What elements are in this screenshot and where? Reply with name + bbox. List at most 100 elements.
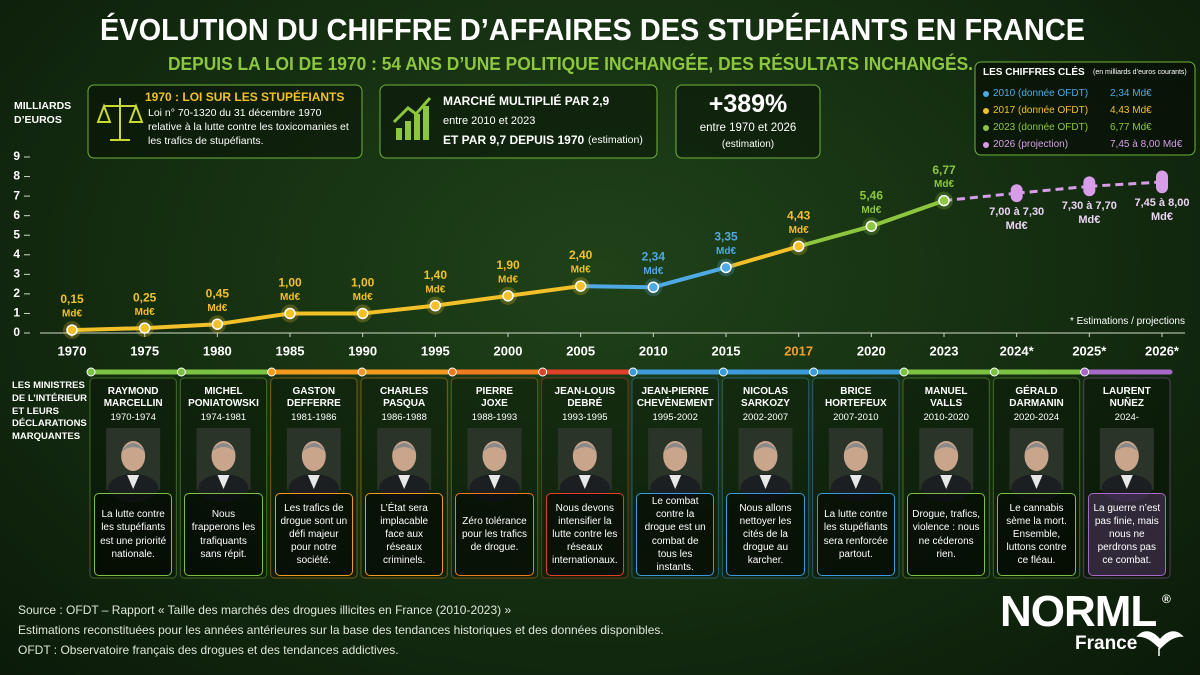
point	[938, 194, 950, 207]
minister-last-name: NUÑEZ	[1109, 398, 1145, 409]
point	[865, 220, 878, 232]
timeline-dot	[176, 367, 186, 377]
portrait-shirt	[307, 475, 320, 489]
growth-panel	[675, 84, 821, 159]
logo-leaf	[1136, 631, 1184, 656]
minister-last-name: PONIATOWSKI	[188, 398, 259, 409]
y-tick-label: 0	[13, 325, 20, 339]
minister-last-name: CHEVÈNEMENT	[636, 398, 714, 409]
minister-quote: Les trafics de drogue sont un défi majeu…	[274, 493, 353, 576]
portrait-hair	[121, 443, 146, 452]
y-tick-label: 4	[13, 247, 20, 261]
y-axis-label: MILLIARDS D’EUROS	[14, 100, 72, 126]
portrait-head	[934, 441, 959, 471]
portrait-hair	[211, 443, 236, 452]
timeline-dot	[538, 367, 548, 377]
portrait-shirt	[578, 475, 591, 489]
portrait-shirt	[940, 475, 953, 489]
minister-first-name: RAYMOND	[107, 386, 159, 397]
portrait-head	[753, 441, 778, 471]
timeline-dot	[357, 367, 367, 377]
minister-years: 2007-2010	[833, 412, 879, 423]
portrait-shirt	[669, 475, 682, 489]
growth-value: +389%	[708, 90, 788, 118]
portrait-shirt	[127, 475, 140, 489]
logo-name: NORML	[1000, 587, 1157, 636]
line-segment	[142, 322, 220, 331]
portrait-shirt	[1030, 475, 1043, 489]
portrait-head	[663, 441, 688, 471]
value-label: 3,35	[714, 230, 738, 244]
minister-quote: L’État sera implacable face aux réseaux …	[365, 493, 444, 576]
growth-icon	[392, 97, 432, 140]
value-unit: Md€	[861, 205, 881, 216]
minister-quote: La guerre n’est pas finie, mais nous ne …	[1087, 493, 1166, 576]
x-tick-label: 2000	[494, 343, 523, 358]
subtitle: DEPUIS LA LOI DE 1970 : 54 ANS D’UNE POL…	[168, 53, 973, 74]
portrait-head	[482, 441, 507, 471]
value-unit: Md€	[207, 303, 227, 314]
y-tick-label: 3	[13, 267, 20, 281]
minister-years: 1988-1993	[471, 412, 518, 423]
footer-note: Estimations reconstituées pour les année…	[18, 623, 664, 637]
line-segment	[651, 265, 728, 290]
minister-years: 1974-1981	[200, 412, 247, 423]
minister-quote: Zéro tolérance pour les trafics de drogu…	[455, 493, 534, 576]
portrait-shirt	[1120, 475, 1133, 489]
minister-last-name: JOXE	[481, 398, 508, 409]
timeline-dot	[1080, 367, 1090, 377]
projection-label: 7,45 à 8,00 Md€	[1134, 197, 1190, 224]
line-segment	[724, 244, 801, 270]
value-unit: Md€	[135, 307, 155, 318]
portrait-hair	[663, 443, 688, 452]
projection-link	[1089, 180, 1163, 188]
timeline-dot	[447, 367, 457, 377]
minister-years: 1995-2002	[652, 412, 698, 423]
value-label: 2,34	[642, 249, 666, 263]
point	[138, 322, 151, 334]
timeline-dot	[899, 367, 909, 377]
x-tick-label: 1990	[348, 343, 377, 358]
key-label: 2010 (donnée OFDT)	[993, 88, 1089, 99]
value-unit: Md€	[280, 292, 300, 303]
minister-last-name: DARMANIN	[1009, 398, 1064, 409]
value-label: 1,90	[496, 258, 520, 272]
portrait-hair	[843, 443, 868, 452]
minister-quote: La lutte contre les stupéfiants est une …	[94, 493, 173, 576]
portrait-head	[1114, 441, 1139, 471]
line-segment	[796, 224, 874, 249]
point	[502, 290, 514, 302]
key-value: 2,34 Md€	[1110, 88, 1152, 99]
portrait-head	[211, 441, 236, 471]
portrait-hair	[934, 443, 959, 452]
key-label: 2017 (donnée OFDT)	[993, 105, 1089, 116]
key-title: LES CHIFFRES CLÉS	[983, 67, 1085, 78]
minister-quote: Nous allons nettoyer les cités de la dro…	[726, 493, 805, 576]
portrait-shirt	[398, 475, 411, 489]
timeline-dot	[809, 367, 819, 377]
key-label: 2023 (donnée OFDT)	[993, 122, 1089, 133]
growth-line2: (estimation)	[721, 139, 775, 150]
projection-label: 7,00 à 7,30 Md€	[989, 206, 1045, 232]
minister-quote: Le combat contre la drogue est un combat…	[636, 493, 715, 576]
minister-first-name: MANUEL	[924, 386, 968, 397]
timeline-dot	[86, 367, 96, 377]
minister-years: 1986-1988	[381, 412, 427, 423]
law-panel	[87, 84, 363, 159]
y-tick-label: 8	[13, 169, 20, 183]
minister-last-name: SARKOZY	[741, 398, 790, 409]
line-segment	[215, 311, 292, 327]
portrait-hair	[301, 443, 326, 452]
value-label: 5,46	[860, 188, 884, 202]
x-tick-label: 2017	[784, 343, 813, 358]
value-label: 0,25	[133, 290, 157, 304]
minister-last-name: VALLS	[930, 398, 963, 409]
line-segment	[70, 326, 147, 333]
x-tick-label: 1970	[58, 343, 87, 358]
value-unit: Md€	[62, 309, 82, 320]
ministers-title: LES MINISTRES DE L’INTÉRIEUR ET LEURS DÉ…	[12, 380, 87, 443]
portrait-head	[121, 441, 146, 471]
value-unit: Md€	[353, 292, 373, 303]
